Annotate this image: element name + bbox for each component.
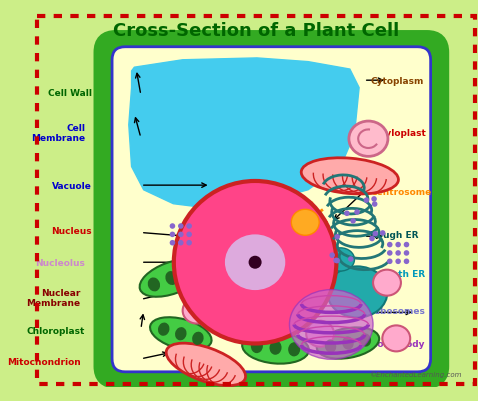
Ellipse shape: [150, 318, 212, 350]
Ellipse shape: [170, 232, 175, 237]
Text: Mitochondrion: Mitochondrion: [7, 357, 80, 366]
Text: Cross-Section of a Plant Cell: Cross-Section of a Plant Cell: [113, 22, 399, 40]
Ellipse shape: [306, 321, 334, 347]
Ellipse shape: [335, 258, 340, 264]
Ellipse shape: [290, 290, 373, 359]
FancyBboxPatch shape: [112, 48, 431, 372]
Ellipse shape: [395, 251, 401, 256]
Ellipse shape: [192, 332, 204, 345]
Ellipse shape: [387, 251, 392, 256]
Ellipse shape: [371, 196, 377, 202]
Ellipse shape: [372, 231, 378, 237]
Ellipse shape: [165, 271, 178, 285]
Ellipse shape: [291, 210, 319, 236]
Text: Ribosomes: Ribosomes: [370, 306, 425, 315]
Ellipse shape: [326, 248, 355, 271]
Ellipse shape: [359, 334, 371, 347]
Ellipse shape: [348, 257, 354, 262]
Ellipse shape: [301, 158, 399, 194]
Ellipse shape: [178, 240, 184, 246]
Text: Nucleolus: Nucleolus: [35, 258, 85, 267]
Ellipse shape: [242, 332, 309, 364]
Text: Golgi Body: Golgi Body: [370, 339, 425, 348]
Ellipse shape: [140, 259, 204, 297]
Text: Vacuole: Vacuole: [52, 181, 92, 190]
Ellipse shape: [387, 259, 392, 264]
Ellipse shape: [270, 341, 282, 355]
Text: Smooth ER: Smooth ER: [370, 269, 425, 278]
Ellipse shape: [342, 336, 354, 350]
Ellipse shape: [335, 235, 340, 240]
Ellipse shape: [317, 328, 379, 359]
Ellipse shape: [170, 224, 175, 229]
Ellipse shape: [183, 298, 210, 324]
Text: Cytoplasm: Cytoplasm: [370, 77, 424, 85]
Text: Cell Wall: Cell Wall: [48, 89, 92, 97]
Polygon shape: [129, 59, 359, 209]
Ellipse shape: [395, 242, 401, 248]
Ellipse shape: [329, 253, 335, 258]
FancyBboxPatch shape: [99, 36, 444, 383]
Ellipse shape: [175, 327, 186, 340]
Ellipse shape: [325, 340, 337, 353]
Ellipse shape: [372, 202, 378, 207]
Text: Centrosome: Centrosome: [370, 188, 432, 196]
Ellipse shape: [288, 342, 300, 356]
Ellipse shape: [174, 182, 337, 344]
Ellipse shape: [251, 339, 263, 353]
Ellipse shape: [225, 235, 285, 290]
Ellipse shape: [380, 231, 385, 236]
Ellipse shape: [178, 232, 184, 237]
Ellipse shape: [364, 198, 369, 203]
Ellipse shape: [387, 242, 392, 248]
Ellipse shape: [158, 323, 170, 336]
Ellipse shape: [186, 240, 192, 246]
Ellipse shape: [350, 219, 356, 224]
Ellipse shape: [404, 242, 409, 248]
Text: Cell
Membrane: Cell Membrane: [31, 123, 85, 142]
Ellipse shape: [373, 270, 401, 296]
Ellipse shape: [186, 224, 192, 229]
Text: Nuclear
Membrane: Nuclear Membrane: [26, 288, 80, 308]
Ellipse shape: [170, 240, 175, 246]
Ellipse shape: [186, 232, 192, 237]
Text: Nucleus: Nucleus: [51, 227, 92, 235]
Ellipse shape: [183, 265, 195, 279]
Text: Rough ER: Rough ER: [370, 230, 419, 239]
Text: ©EnchantedLearning.com: ©EnchantedLearning.com: [369, 371, 461, 377]
Ellipse shape: [349, 122, 388, 157]
Ellipse shape: [166, 343, 246, 386]
Text: Chloroplast: Chloroplast: [27, 327, 85, 336]
Ellipse shape: [344, 211, 350, 217]
Ellipse shape: [327, 267, 388, 318]
Text: Amyloplast: Amyloplast: [370, 128, 427, 138]
Ellipse shape: [249, 256, 261, 269]
Ellipse shape: [354, 210, 360, 215]
Ellipse shape: [369, 236, 375, 242]
Ellipse shape: [148, 278, 160, 292]
Ellipse shape: [395, 259, 401, 264]
Ellipse shape: [382, 326, 410, 352]
Ellipse shape: [404, 259, 409, 264]
Ellipse shape: [404, 251, 409, 256]
Ellipse shape: [333, 258, 339, 263]
Ellipse shape: [178, 224, 184, 229]
